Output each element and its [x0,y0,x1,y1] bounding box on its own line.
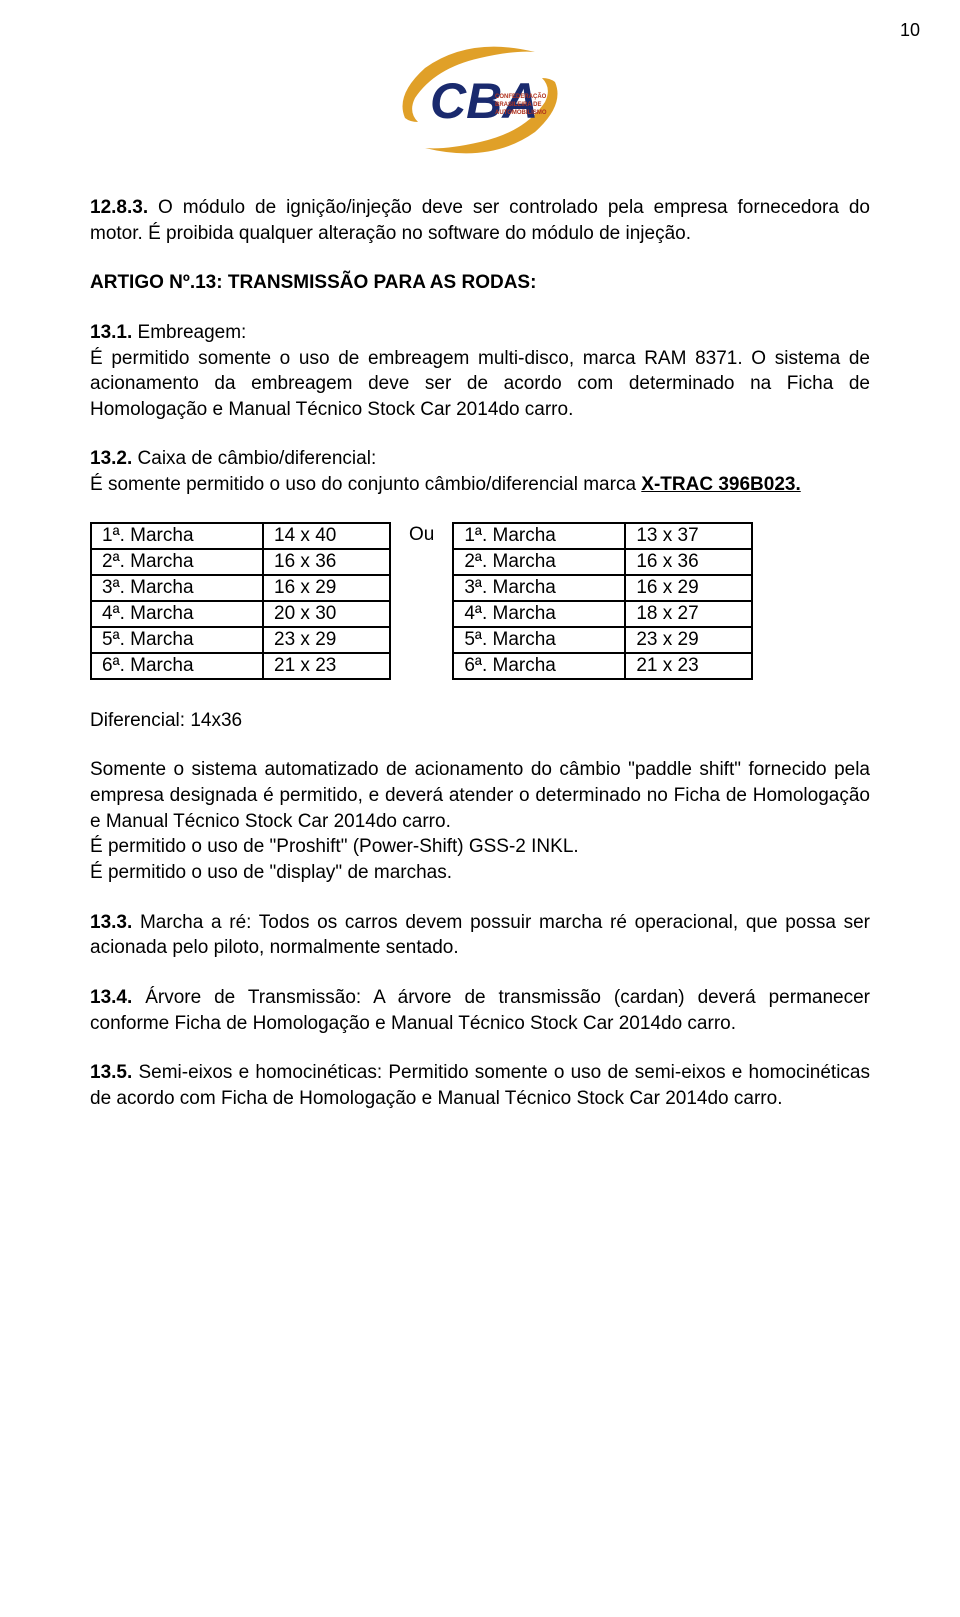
gear-label-cell: 4ª. Marcha [453,601,625,627]
model-number: X-TRAC 396B023. [641,474,800,495]
gear-ratio-cell: 16 x 29 [625,575,752,601]
line: Somente o sistema automatizado de aciona… [90,759,870,831]
line: É permitido o uso de "Proshift" (Power-S… [90,836,579,857]
clause-text: Árvore de Transmissão: A árvore de trans… [90,987,870,1034]
paragraph-13-2: 13.2. Caixa de câmbio/diferencial: É som… [90,446,870,497]
clause-number: 13.4. [90,987,132,1008]
document-page: 10 CBA CONFEDERAÇÃO BRASILEIRA DE AUTOMO… [0,0,960,1195]
gear-ratio-cell: 16 x 36 [263,549,390,575]
page-number: 10 [900,20,920,41]
table-row: 1ª. Marcha14 x 40 [91,523,390,549]
clause-number: 13.3. [90,912,132,933]
gear-label-cell: 6ª. Marcha [453,653,625,679]
table-row: 6ª. Marcha21 x 23 [91,653,390,679]
paragraph-paddle-shift: Somente o sistema automatizado de aciona… [90,757,870,885]
clause-number: 13.1. [90,322,132,343]
table-row: 4ª. Marcha20 x 30 [91,601,390,627]
table-row: 3ª. Marcha16 x 29 [453,575,752,601]
svg-text:AUTOMOBILISMO: AUTOMOBILISMO [495,110,547,116]
paragraph-13-3: 13.3. Marcha a ré: Todos os carros devem… [90,910,870,961]
clause-number: 12.8.3. [90,197,148,218]
gear-ratio-cell: 14 x 40 [263,523,390,549]
clause-number: 13.5. [90,1062,132,1083]
gear-label-cell: 1ª. Marcha [453,523,625,549]
paragraph-13-1: 13.1. Embreagem: É permitido somente o u… [90,320,870,423]
clause-subtitle: Embreagem: [132,322,246,343]
table-row: 3ª. Marcha16 x 29 [91,575,390,601]
gear-tables-row: 1ª. Marcha14 x 402ª. Marcha16 x 363ª. Ma… [90,522,870,680]
table-row: 2ª. Marcha16 x 36 [91,549,390,575]
gear-label-cell: 5ª. Marcha [453,627,625,653]
paragraph-13-4: 13.4. Árvore de Transmissão: A árvore de… [90,985,870,1036]
gear-ratio-cell: 23 x 29 [625,627,752,653]
heading-text: ARTIGO Nº.13: TRANSMISSÃO PARA AS RODAS: [90,272,536,293]
gear-table-2: 1ª. Marcha13 x 372ª. Marcha16 x 363ª. Ma… [452,522,753,680]
cba-logo: CBA CONFEDERAÇÃO BRASILEIRA DE AUTOMOBIL… [380,40,580,160]
gear-ratio-cell: 13 x 37 [625,523,752,549]
gear-ratio-cell: 23 x 29 [263,627,390,653]
gear-ratio-cell: 21 x 23 [625,653,752,679]
clause-text: É permitido somente o uso de embreagem m… [90,348,870,420]
gear-label-cell: 4ª. Marcha [91,601,263,627]
paragraph-13-5: 13.5. Semi-eixos e homocinéticas: Permit… [90,1060,870,1111]
clause-number: 13.2. [90,448,132,469]
gear-label-cell: 2ª. Marcha [91,549,263,575]
gear-ratio-cell: 20 x 30 [263,601,390,627]
gear-ratio-cell: 18 x 27 [625,601,752,627]
gear-label-cell: 1ª. Marcha [91,523,263,549]
paragraph-12-8-3: 12.8.3. O módulo de ignição/injeção deve… [90,195,870,246]
differential-line: Diferencial: 14x36 [90,708,870,734]
clause-subtitle: Caixa de câmbio/diferencial: [132,448,376,469]
article-13-heading: ARTIGO Nº.13: TRANSMISSÃO PARA AS RODAS: [90,270,870,296]
clause-text: Marcha a ré: Todos os carros devem possu… [90,912,870,959]
gear-label-cell: 2ª. Marcha [453,549,625,575]
gear-label-cell: 3ª. Marcha [453,575,625,601]
gear-label-cell: 5ª. Marcha [91,627,263,653]
svg-text:CONFEDERAÇÃO: CONFEDERAÇÃO [495,93,547,100]
logo-letters: CBA [430,73,538,129]
gear-table-2-body: 1ª. Marcha13 x 372ª. Marcha16 x 363ª. Ma… [453,523,752,679]
gear-table-1-body: 1ª. Marcha14 x 402ª. Marcha16 x 363ª. Ma… [91,523,390,679]
gear-label-cell: 6ª. Marcha [91,653,263,679]
table-row: 5ª. Marcha23 x 29 [91,627,390,653]
gear-table-1: 1ª. Marcha14 x 402ª. Marcha16 x 363ª. Ma… [90,522,391,680]
gear-ratio-cell: 21 x 23 [263,653,390,679]
gear-ratio-cell: 16 x 29 [263,575,390,601]
table-row: 4ª. Marcha18 x 27 [453,601,752,627]
clause-text: É somente permitido o uso do conjunto câ… [90,474,641,495]
line: É permitido o uso de "display" de marcha… [90,862,452,883]
table-row: 5ª. Marcha23 x 29 [453,627,752,653]
clause-text: O módulo de ignição/injeção deve ser con… [90,197,870,244]
clause-text: Semi-eixos e homocinéticas: Permitido so… [90,1062,870,1109]
gear-ratio-cell: 16 x 36 [625,549,752,575]
table-row: 2ª. Marcha16 x 36 [453,549,752,575]
svg-text:BRASILEIRA DE: BRASILEIRA DE [495,102,541,108]
logo-container: CBA CONFEDERAÇÃO BRASILEIRA DE AUTOMOBIL… [90,40,870,165]
table-row: 6ª. Marcha21 x 23 [453,653,752,679]
table-row: 1ª. Marcha13 x 37 [453,523,752,549]
gear-label-cell: 3ª. Marcha [91,575,263,601]
or-label: Ou [409,522,434,546]
